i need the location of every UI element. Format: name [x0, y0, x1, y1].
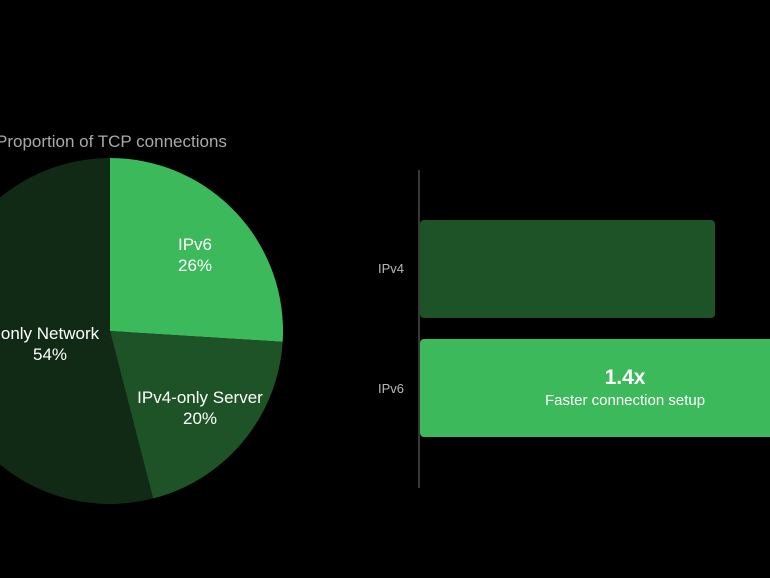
bar-annotation-text: Faster connection setup — [544, 392, 706, 409]
pie-chart — [0, 158, 284, 504]
pie-slice-ipv4-only-server — [110, 331, 283, 499]
slice-value: 26% — [177, 256, 213, 275]
bar-ipv6 — [420, 339, 770, 437]
pie-slice-ipv4-only-network — [0, 158, 154, 504]
slice-value: 20% — [182, 409, 218, 428]
pie-title: Proportion of TCP connections — [0, 132, 227, 151]
bar-category-label-ipv6: IPv6 — [378, 381, 405, 396]
pie-slice-ipv6 — [110, 158, 284, 342]
bar-annotation-value: 1.4x — [604, 366, 646, 389]
slice-value: 54% — [32, 345, 68, 364]
slice-name: IPv6 — [177, 235, 213, 254]
slice-label-ipv4-only-network: only Network 54% — [0, 323, 145, 365]
slice-label-ipv6: IPv6 26% — [145, 234, 245, 276]
slice-name: IPv4-only Server — [137, 388, 263, 407]
slice-label-ipv4-only-server: IPv4-only Server 20% — [110, 387, 290, 429]
slice-name: only Network — [0, 324, 100, 343]
bar-ipv4 — [420, 220, 715, 318]
bar-category-label-ipv4: IPv4 — [378, 261, 405, 276]
bar-chart — [420, 220, 770, 437]
